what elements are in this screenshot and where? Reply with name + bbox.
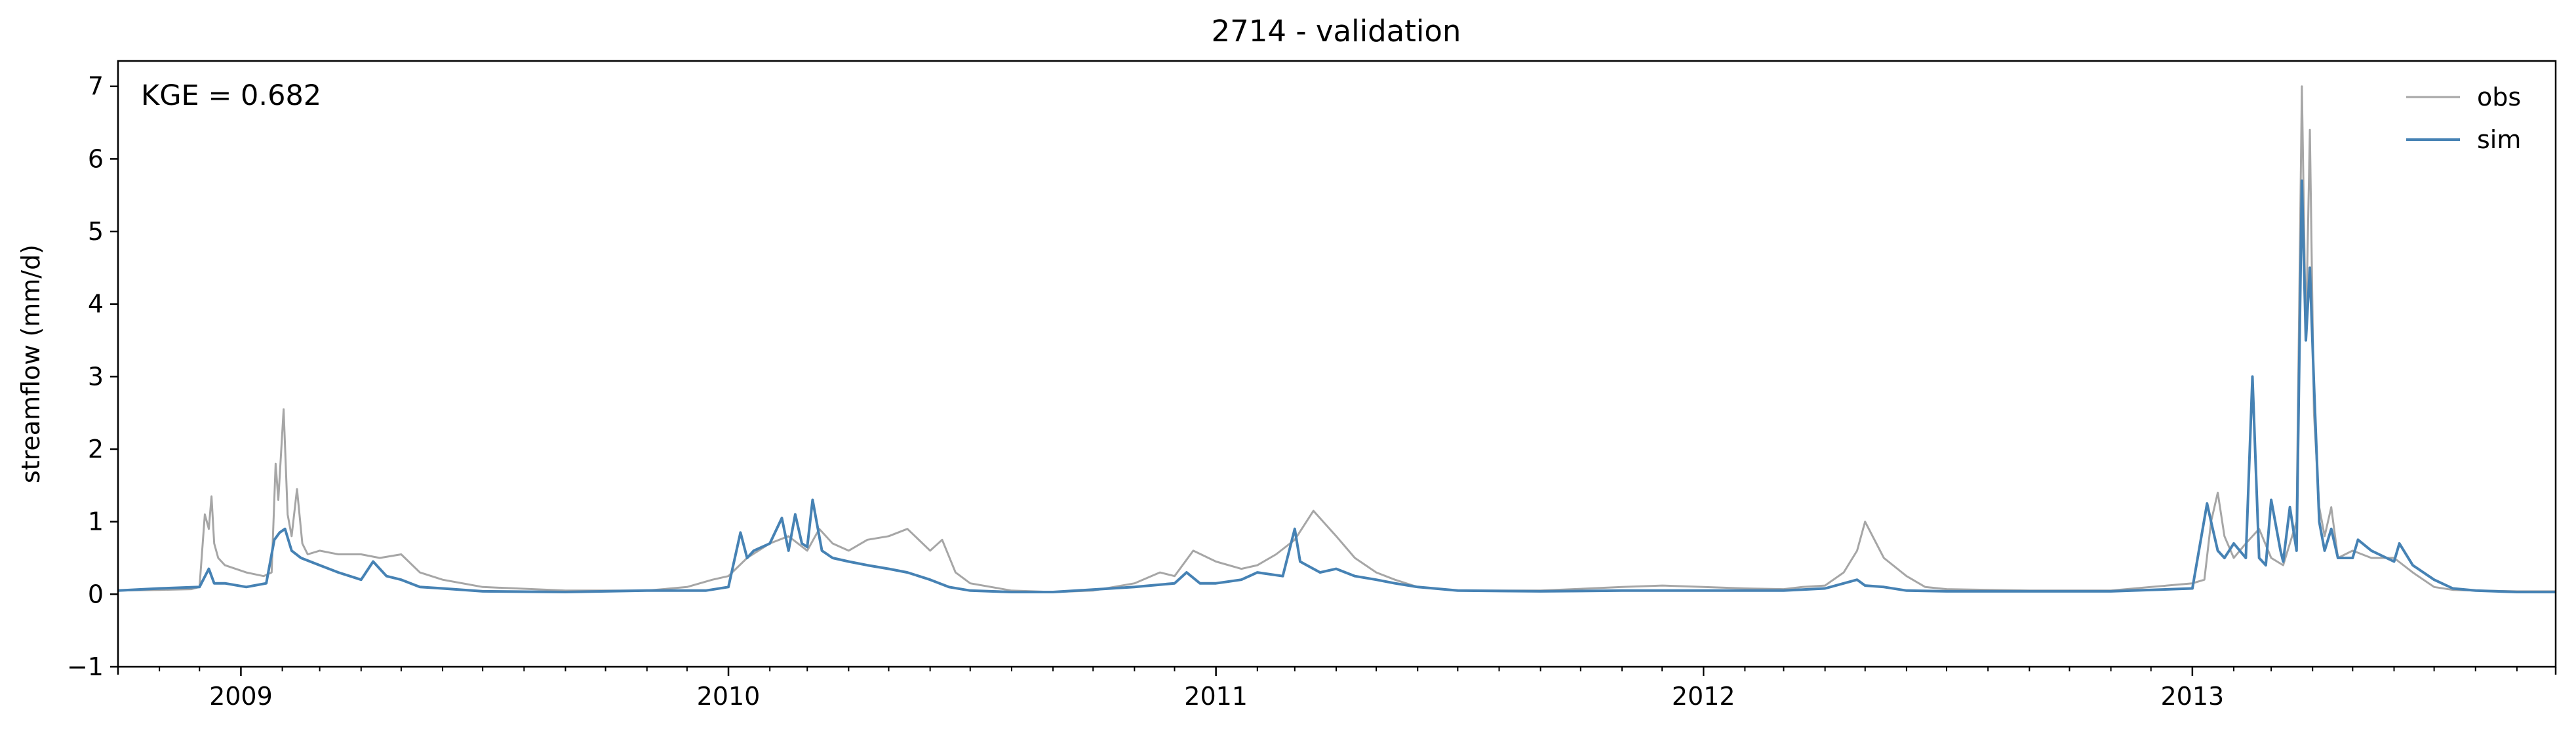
x-tick-label: 2011 bbox=[1184, 682, 1248, 711]
x-tick-label: 2009 bbox=[209, 682, 273, 711]
kge-annotation: KGE = 0.682 bbox=[141, 79, 321, 112]
legend-label-obs: obs bbox=[2477, 83, 2521, 111]
y-tick-label: −1 bbox=[67, 652, 104, 681]
series-line-obs bbox=[118, 85, 2556, 593]
x-tick-label: 2012 bbox=[1672, 682, 1735, 711]
y-axis: −1 0 1 2 3 4 5 6 7 bbox=[67, 72, 118, 681]
y-tick-label: 6 bbox=[88, 144, 104, 173]
y-tick-label: 0 bbox=[88, 580, 104, 608]
chart-title: 2714 - validation bbox=[1212, 14, 1461, 49]
y-tick-label: 7 bbox=[88, 72, 104, 101]
y-tick-label: 2 bbox=[88, 435, 104, 464]
y-axis-label: streamflow (mm/d) bbox=[16, 245, 45, 483]
legend-label-sim: sim bbox=[2477, 125, 2521, 154]
legend: obs sim bbox=[2406, 83, 2521, 154]
y-tick-label: 5 bbox=[88, 217, 104, 246]
series-line-sim bbox=[118, 179, 2556, 593]
y-tick-label: 3 bbox=[88, 362, 104, 391]
series-layer bbox=[118, 85, 2556, 593]
y-tick-label: 4 bbox=[88, 290, 104, 319]
x-tick-label: 2013 bbox=[2161, 682, 2225, 711]
plot-frame bbox=[117, 60, 2557, 668]
x-axis: 2009 2010 2011 2012 2013 bbox=[117, 667, 2557, 711]
y-tick-label: 1 bbox=[88, 507, 104, 536]
x-tick-label: 2010 bbox=[697, 682, 761, 711]
